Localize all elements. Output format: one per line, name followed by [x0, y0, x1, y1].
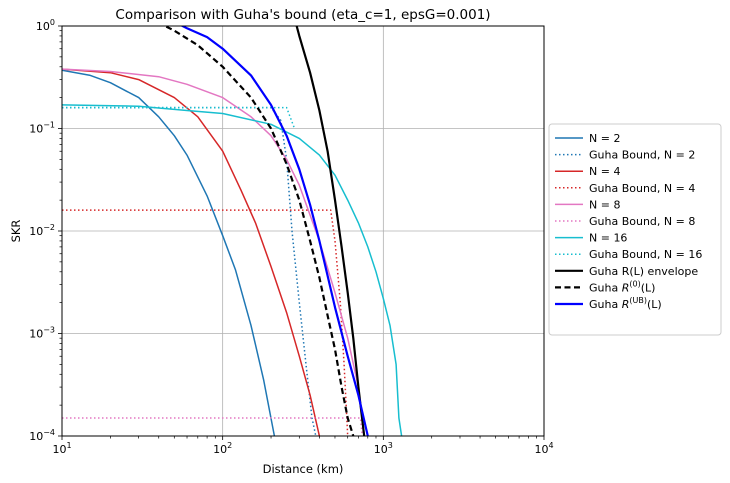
legend-label-env: Guha R(L) envelope	[589, 265, 698, 278]
y-tick-label: 10−3	[29, 326, 55, 341]
series-layer	[62, 26, 403, 436]
x-tick-label: 102	[213, 441, 232, 456]
x-tick-label: 104	[534, 441, 553, 456]
x-axis-label: Distance (km)	[263, 462, 344, 476]
y-axis-label: SKR	[9, 220, 23, 243]
x-tick-label: 101	[52, 441, 71, 456]
legend-label-g4: Guha Bound, N = 4	[589, 182, 695, 195]
legend-label-r0: Guha R(0)(L)	[589, 279, 655, 294]
legend-label-n8: N = 8	[589, 198, 620, 211]
series-line-g16	[62, 106, 296, 129]
y-axis-ticks: 10−4 10−3 10−2 10−1 100	[29, 18, 62, 443]
legend-label-n16: N = 16	[589, 232, 627, 245]
legend-label-g8: Guha Bound, N = 8	[589, 215, 695, 228]
series-line-n8	[62, 68, 365, 436]
legend-label-n2: N = 2	[589, 132, 620, 145]
legend-label-rub: Guha R(UB)(L)	[589, 296, 662, 311]
x-axis-ticks: 101 102 103 104	[52, 436, 554, 456]
series-line-n2	[62, 69, 276, 436]
chart-title: Comparison with Guha's bound (eta_c=1, e…	[115, 7, 490, 23]
y-tick-label: 10−2	[29, 223, 55, 238]
series-line-n16	[62, 104, 403, 436]
series-line-n4	[62, 68, 321, 436]
x-tick-label: 103	[374, 441, 393, 456]
series-line-rub	[180, 26, 369, 436]
y-tick-label: 100	[36, 18, 55, 33]
series-line-g2	[62, 106, 317, 436]
legend-label-n4: N = 4	[589, 165, 620, 178]
legend-frame	[548, 123, 722, 336]
series-line-r0	[162, 26, 355, 436]
legend-label-g2: Guha Bound, N = 2	[589, 149, 695, 162]
legend-label-g16: Guha Bound, N = 16	[589, 248, 702, 261]
y-tick-label: 10−4	[29, 428, 55, 443]
series-line-env	[295, 26, 366, 436]
legend: N = 2 Guha Bound, N = 2 N = 4 Guha Bound, N…	[548, 123, 722, 336]
y-tick-label: 10−1	[29, 121, 55, 136]
